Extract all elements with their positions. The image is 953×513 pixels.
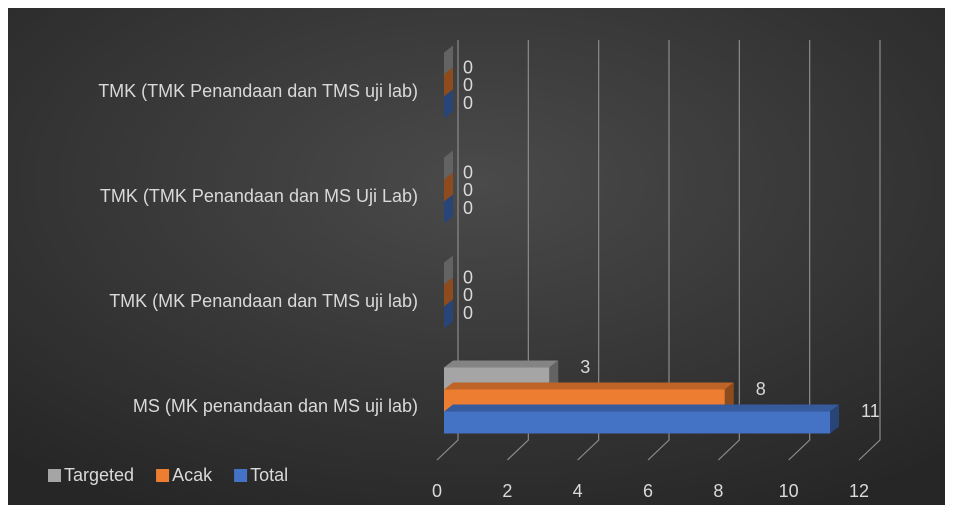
bar bbox=[444, 277, 453, 307]
bar-side bbox=[724, 382, 734, 412]
grid-line bbox=[717, 40, 740, 461]
bar-side bbox=[444, 67, 453, 97]
bar-side bbox=[444, 150, 453, 180]
data-label: 0 bbox=[463, 268, 473, 288]
bar-side bbox=[444, 45, 453, 75]
x-tick-label: 8 bbox=[713, 481, 723, 501]
legend-swatch bbox=[48, 469, 61, 482]
bar bbox=[444, 194, 453, 224]
bar-side bbox=[444, 89, 453, 119]
bar-side bbox=[549, 360, 559, 390]
bar-front bbox=[444, 411, 831, 434]
bar-side bbox=[444, 194, 453, 224]
legend-swatch bbox=[234, 469, 248, 482]
y-tick-label: TMK (TMK Penandaan dan TMS uji lab) bbox=[98, 81, 418, 101]
bar-top bbox=[444, 360, 559, 368]
bar-top bbox=[444, 382, 734, 390]
data-label: 0 bbox=[463, 163, 473, 183]
bar bbox=[444, 299, 453, 329]
data-label: 0 bbox=[463, 93, 473, 113]
x-tick-label: 0 bbox=[432, 481, 442, 501]
legend-swatch bbox=[156, 469, 170, 482]
legend-label: Acak bbox=[172, 465, 213, 485]
data-label: 0 bbox=[463, 58, 473, 78]
x-tick-label: 2 bbox=[502, 481, 512, 501]
grid-line bbox=[506, 40, 529, 461]
legend-label: Total bbox=[250, 465, 288, 485]
data-label: 0 bbox=[463, 198, 473, 218]
bar-side bbox=[444, 299, 453, 329]
grid-line bbox=[858, 40, 881, 461]
legend-label: Targeted bbox=[64, 465, 134, 485]
data-label: 11 bbox=[861, 401, 880, 421]
grid-line bbox=[788, 40, 811, 461]
bar-top bbox=[444, 404, 840, 412]
data-label: 3 bbox=[580, 357, 590, 377]
grid-line bbox=[647, 40, 670, 461]
bar-side bbox=[444, 255, 453, 285]
bar bbox=[444, 172, 453, 202]
x-tick-label: 6 bbox=[643, 481, 653, 501]
y-tick-label: MS (MK penandaan dan MS uji lab) bbox=[133, 396, 418, 416]
bar-side bbox=[444, 172, 453, 202]
y-tick-label: TMK (TMK Penandaan dan MS Uji Lab) bbox=[100, 186, 418, 206]
bar bbox=[444, 404, 840, 434]
bar bbox=[444, 45, 453, 75]
y-tick-label: TMK (MK Penandaan dan TMS uji lab) bbox=[109, 291, 418, 311]
bar bbox=[444, 67, 453, 97]
data-label: 0 bbox=[463, 285, 473, 305]
bar-side bbox=[444, 277, 453, 307]
bar bbox=[444, 150, 453, 180]
grid-line bbox=[577, 40, 600, 461]
bar bbox=[444, 89, 453, 119]
x-tick-label: 10 bbox=[779, 481, 799, 501]
data-label: 8 bbox=[756, 379, 766, 399]
bar bbox=[444, 255, 453, 285]
data-label: 0 bbox=[463, 75, 473, 95]
x-tick-label: 12 bbox=[849, 481, 869, 501]
grid-line bbox=[436, 40, 459, 461]
bar-side bbox=[830, 404, 840, 434]
x-tick-label: 4 bbox=[573, 481, 583, 501]
data-label: 0 bbox=[463, 303, 473, 323]
data-label: 0 bbox=[463, 180, 473, 200]
